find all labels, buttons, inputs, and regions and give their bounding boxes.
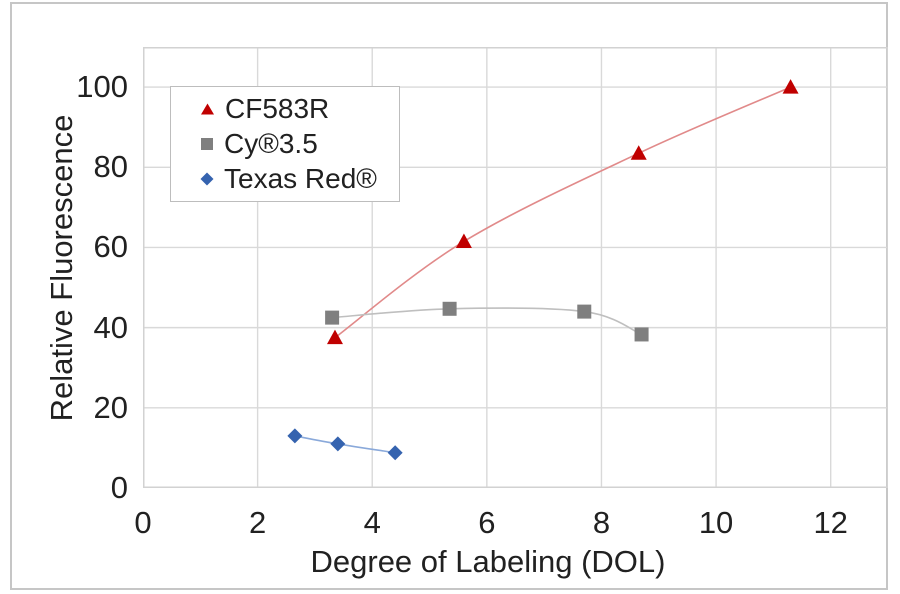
y-tick-label: 100 xyxy=(76,69,128,105)
chart-outer-border xyxy=(10,2,888,590)
y-tick-label: 0 xyxy=(110,470,128,505)
data-point-texasred xyxy=(387,445,403,461)
y-tick-label: 20 xyxy=(93,389,128,425)
data-point-texasred xyxy=(287,428,303,444)
data-point-cy35 xyxy=(634,327,649,342)
legend-label: Texas Red® xyxy=(224,163,377,194)
legend: CF583R Cy®3.5 Texas Red® xyxy=(170,86,400,202)
legend-label: Cy®3.5 xyxy=(224,128,318,159)
y-tick-label: 60 xyxy=(93,229,128,265)
x-tick-label: 0 xyxy=(134,505,152,540)
x-tick-label: 6 xyxy=(478,505,496,540)
legend-label: CF583R xyxy=(225,93,330,124)
series-line-texasred xyxy=(294,435,396,454)
data-point-texasred xyxy=(330,436,346,452)
x-tick-label: 4 xyxy=(363,505,381,540)
y-axis-title: Relative Fluorescence xyxy=(44,114,79,422)
y-tick-label: 80 xyxy=(93,149,128,185)
legend-item-cf583r[interactable]: CF583R xyxy=(199,94,399,124)
series-line-cf583r xyxy=(334,86,791,339)
data-point-cf583r xyxy=(326,329,343,345)
diamond-marker-icon xyxy=(200,172,214,186)
x-axis-title: Degree of Labeling (DOL) xyxy=(310,544,666,579)
plot-border xyxy=(143,47,888,488)
x-tick-label: 10 xyxy=(698,505,734,540)
x-tick-label: 8 xyxy=(592,505,611,540)
x-tick-label: 2 xyxy=(248,505,267,540)
triangle-marker-icon xyxy=(201,103,214,115)
square-marker-icon xyxy=(201,138,213,150)
data-point-cy35 xyxy=(577,304,592,319)
y-tick-label: 40 xyxy=(93,309,128,345)
data-point-cf583r xyxy=(630,145,647,160)
data-point-cf583r xyxy=(455,233,472,248)
legend-item-texas-red[interactable]: Texas Red® xyxy=(199,164,399,194)
data-point-cy35 xyxy=(325,310,340,325)
legend-item-cy35[interactable]: Cy®3.5 xyxy=(199,129,399,159)
data-point-cf583r xyxy=(782,79,799,94)
x-tick-label: 12 xyxy=(813,505,848,540)
data-point-cy35 xyxy=(442,301,457,316)
series-line-cy35 xyxy=(332,307,642,336)
